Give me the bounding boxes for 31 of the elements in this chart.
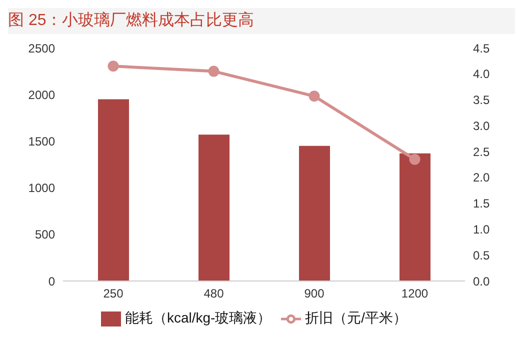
legend-label: 能耗（kcal/kg-玻璃液）: [124, 310, 272, 326]
y-tick-label: 500: [34, 228, 56, 242]
x-tick-label: 480: [204, 286, 224, 301]
y-tick-label: 2000: [28, 88, 56, 102]
x-tick-label: 900: [304, 286, 325, 301]
y2-tick-label: 0.5: [473, 248, 490, 262]
y2-tick-label: 4.0: [473, 67, 490, 82]
y2-tick-label: 3.0: [473, 118, 490, 133]
y2-tick-label: 4.5: [473, 41, 490, 56]
y2-tick-label: 2.0: [473, 170, 490, 185]
point: [108, 60, 119, 72]
y2-tick-label: 2.5: [473, 144, 490, 159]
y2-tick-label: 0.0: [473, 274, 490, 288]
bar: [400, 153, 430, 281]
bar: [98, 99, 129, 281]
point: [208, 66, 220, 77]
y2-tick-label: 3.5: [473, 93, 490, 108]
x-tick-label: 250: [103, 286, 124, 301]
y-tick-label: 2500: [28, 41, 56, 56]
y-tick-label: 0: [48, 274, 56, 288]
y-tick-label: 1000: [28, 181, 56, 196]
bar: [299, 146, 330, 281]
y2-tick-label: 1.5: [473, 196, 490, 211]
x-tick-label: 1200: [401, 286, 428, 301]
point: [409, 154, 420, 165]
y2-tick-label: 1.0: [473, 222, 490, 236]
y-tick-label: 1500: [28, 134, 56, 148]
point: [308, 90, 320, 102]
legend-label: 折旧（元/平米）: [305, 310, 408, 326]
chart-title: 图 25：小玻璃厂燃料成本占比更高: [8, 8, 515, 34]
bar: [198, 134, 230, 281]
